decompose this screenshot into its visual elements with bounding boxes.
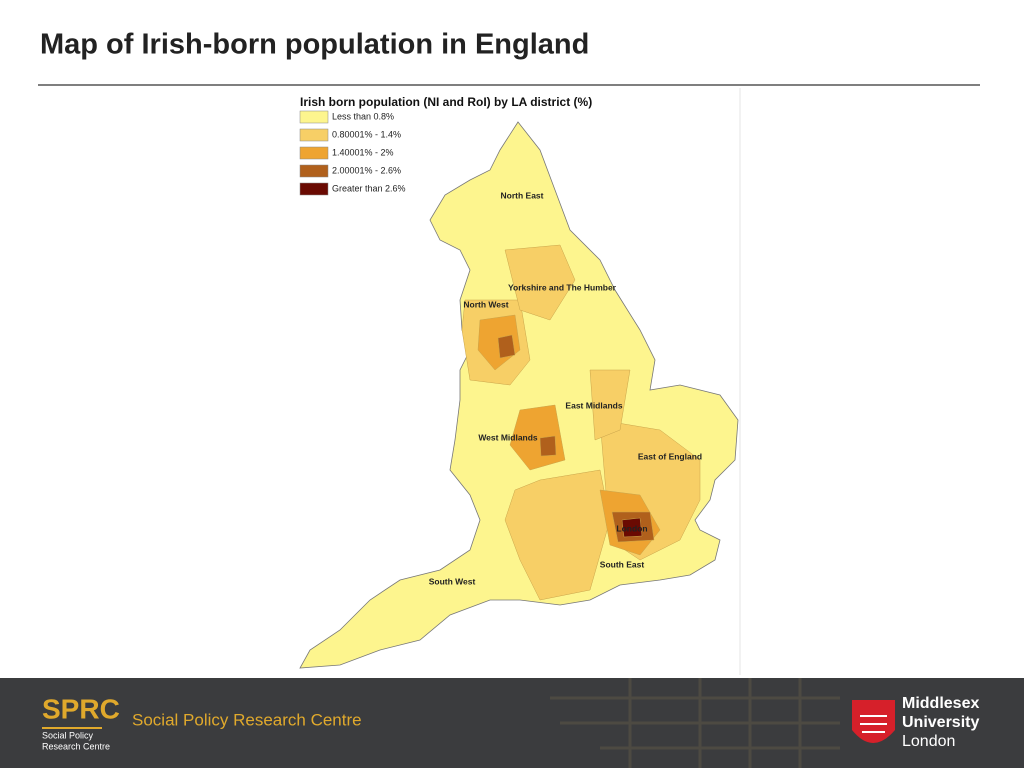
region-label: North West	[463, 299, 508, 309]
university-name: University	[902, 714, 979, 731]
legend-label: 0.80001% - 1.4%	[332, 129, 401, 139]
region-label: South East	[600, 559, 645, 569]
region-label: West Midlands	[478, 432, 538, 442]
region-label: Yorkshire and The Humber	[508, 282, 617, 292]
england-outline	[299, 121, 739, 669]
sprc-sub: Social Policy	[42, 730, 94, 740]
legend-label: 2.00001% - 2.6%	[332, 165, 401, 175]
region-label: East of England	[638, 451, 702, 461]
map-title: Irish born population (NI and RoI) by LA…	[300, 95, 592, 109]
legend-swatch	[299, 182, 329, 196]
district-group	[504, 244, 576, 321]
region-label: South West	[429, 576, 476, 586]
footer-art: SPRC Social Policy Research Centre Socia…	[42, 678, 979, 768]
university-name: London	[902, 733, 955, 750]
legend-label: Less than 0.8%	[332, 111, 394, 121]
legend-swatch	[299, 164, 329, 178]
district-group	[539, 435, 557, 457]
region-label: East Midlands	[565, 400, 622, 410]
slide-title: Map of Irish-born population in England	[40, 29, 589, 61]
sprc-sub: Research Centre	[42, 741, 110, 751]
region-label: London	[616, 523, 647, 533]
district-group	[589, 369, 631, 441]
map	[299, 121, 739, 669]
district-group	[497, 334, 516, 359]
university-name: Middlesex	[902, 695, 979, 712]
legend-swatch	[299, 146, 329, 160]
footer: SPRC Social Policy Research Centre Socia…	[0, 678, 1024, 768]
centre-name: Social Policy Research Centre	[132, 710, 362, 729]
district-group	[504, 469, 611, 601]
legend-swatch	[299, 110, 329, 124]
legend-label: Greater than 2.6%	[332, 183, 406, 193]
university-crest	[852, 700, 895, 743]
district-group	[621, 517, 643, 538]
legend-label: 1.40001% - 2%	[332, 147, 394, 157]
legend-swatch	[299, 128, 329, 142]
sprc-logo: SPRC	[42, 693, 120, 724]
region-label: North East	[501, 190, 544, 200]
